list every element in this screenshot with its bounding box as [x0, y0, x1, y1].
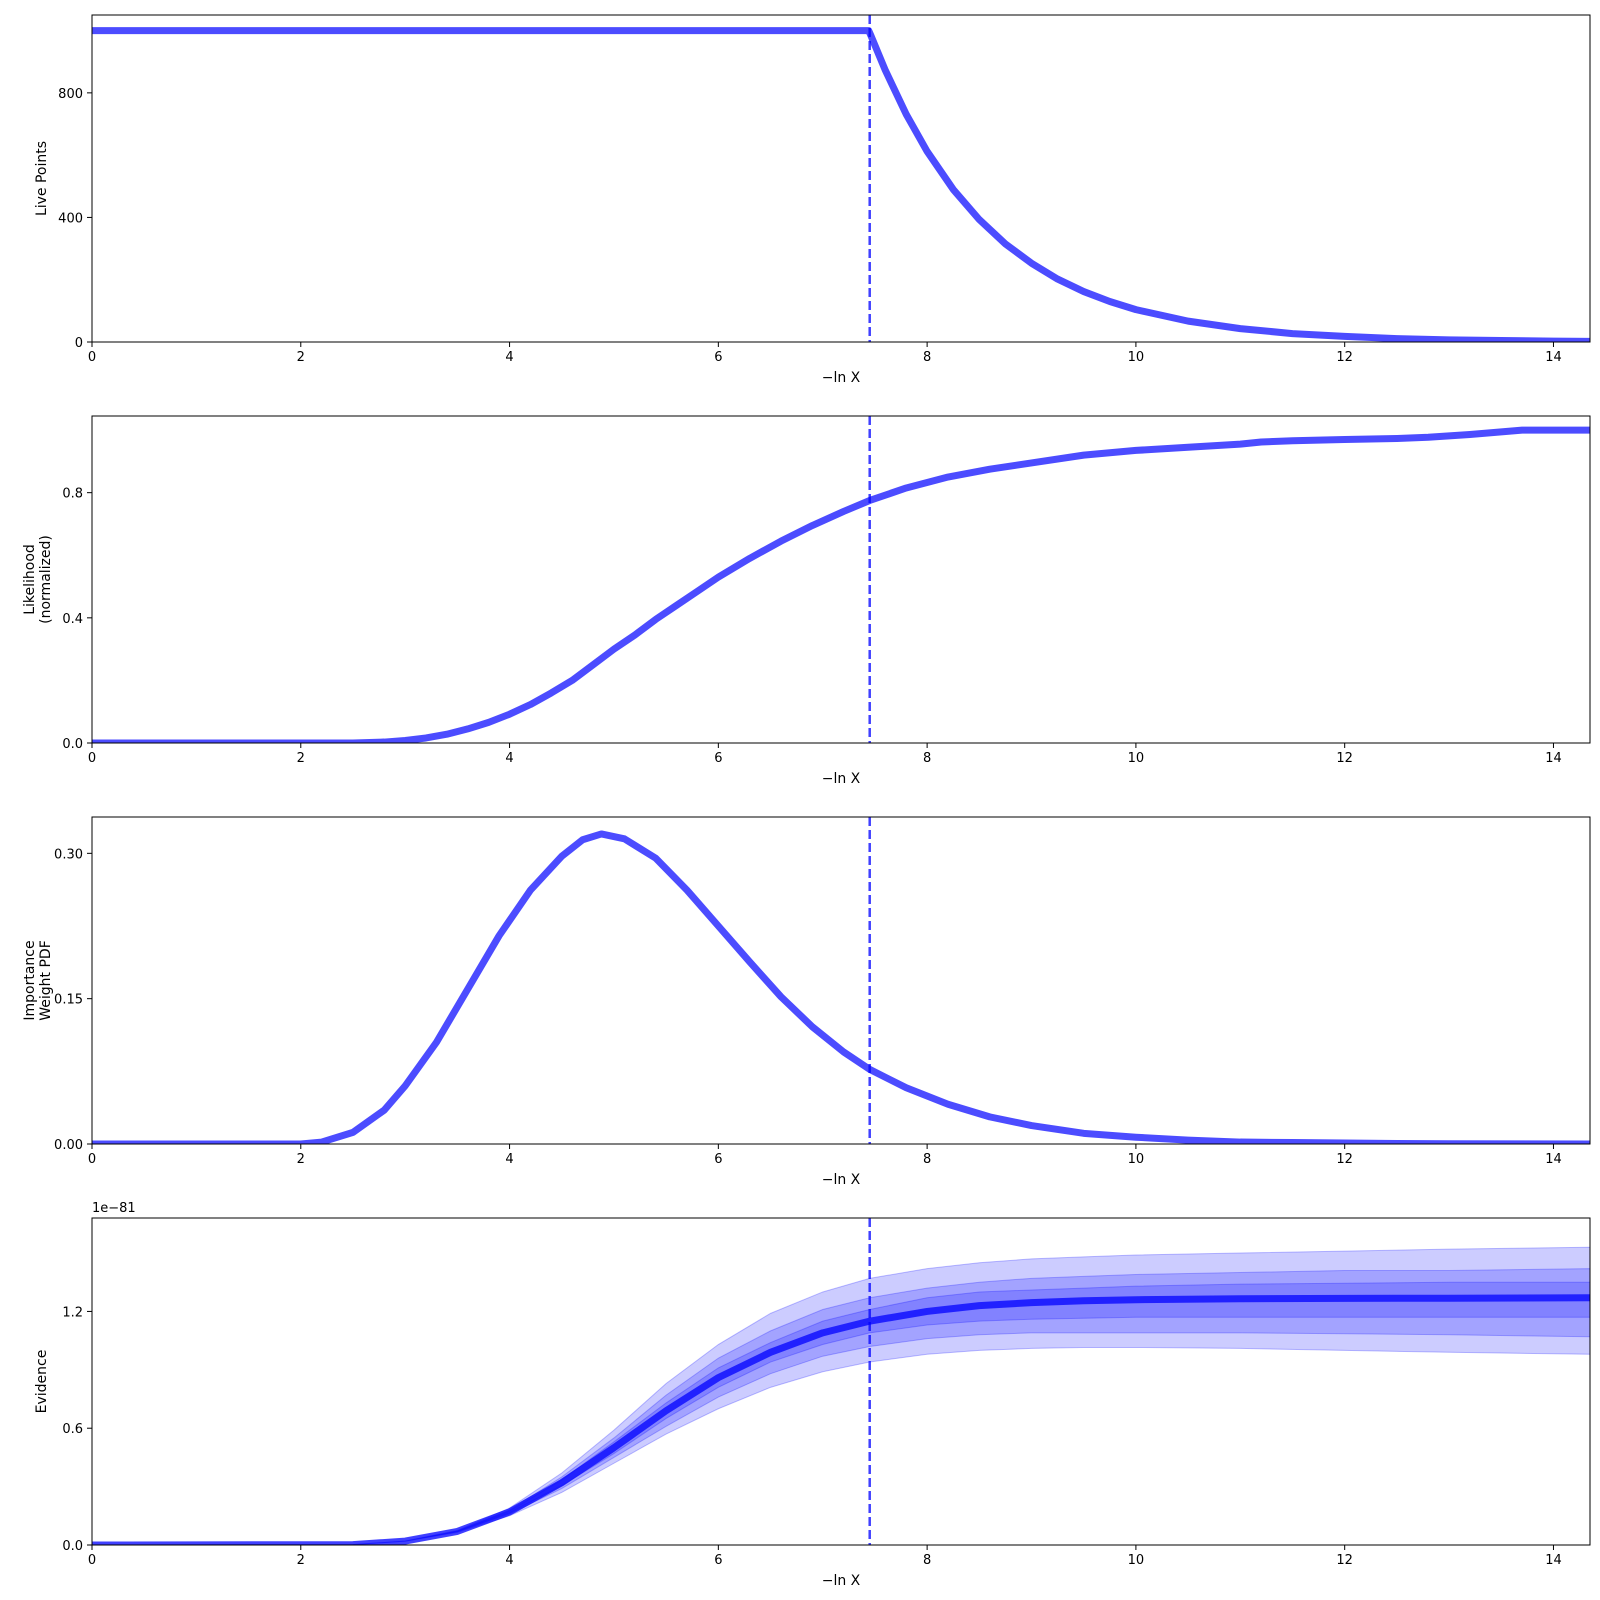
x-tick-label: 14	[1545, 350, 1562, 365]
panel-1: 0 2 4 6 8 10 12 14 0 400 800 −ln X Live Points	[34, 14, 1591, 386]
y-tick-label: 0.0	[62, 1539, 83, 1554]
x-tick-label: 12	[1336, 1553, 1353, 1568]
x-tick-label: 10	[1128, 751, 1145, 766]
x-tick-label: 6	[714, 1152, 722, 1167]
y-tick-label: 0.0	[62, 737, 83, 752]
x-tick-label: 14	[1545, 751, 1562, 766]
x-tick-label: 10	[1128, 1553, 1145, 1568]
x-tick-label: 8	[923, 751, 931, 766]
panel-3: 0 2 4 6 8 10 12 14 0.00 0.15 0.30 −ln X ImportanceWe…	[22, 816, 1591, 1188]
x-tick-label: 8	[923, 350, 931, 365]
axes-frame	[91, 816, 1591, 1145]
x-tick-label: 4	[505, 1553, 513, 1568]
x-tick-label: 6	[714, 751, 722, 766]
x-tick-label: 0	[88, 751, 96, 766]
x-tick-label: 6	[714, 350, 722, 365]
x-tick-label: 0	[88, 1553, 96, 1568]
x-tick-label: 2	[297, 350, 305, 365]
x-tick-label: 10	[1128, 1152, 1145, 1167]
y-tick-label: 0.00	[54, 1138, 83, 1153]
plot-area	[92, 27, 1590, 342]
panel-4: 0 2 4 6 8 10 12 14 0.0 0.6 1.2 −ln X Evidence 1e−81	[34, 1201, 1591, 1589]
x-tick-label: 12	[1336, 1152, 1353, 1167]
y-tick-label: 0.4	[62, 612, 83, 627]
y-tick-label: 0.8	[62, 487, 83, 502]
axes-frame	[91, 14, 1591, 343]
axis-offset-text: 1e−81	[92, 1201, 136, 1216]
y-tick-label: 0.6	[62, 1422, 83, 1437]
plot-area	[92, 1246, 1590, 1545]
y-tick-label: 800	[58, 87, 83, 102]
plot-area	[92, 426, 1590, 743]
y-axis-label: Live Points	[34, 141, 50, 216]
x-tick-label: 2	[297, 751, 305, 766]
y-tick-label: 0.15	[54, 993, 83, 1008]
series-line-1	[92, 426, 1590, 743]
series-line-1	[92, 830, 1590, 1144]
x-tick-label: 8	[923, 1152, 931, 1167]
x-tick-label: 2	[297, 1152, 305, 1167]
series-line-1	[92, 27, 1590, 342]
x-tick-label: 4	[505, 1152, 513, 1167]
x-tick-label: 6	[714, 1553, 722, 1568]
y-tick-label: 0	[75, 336, 83, 351]
x-tick-label: 4	[505, 751, 513, 766]
x-axis-label: −ln X	[822, 1573, 861, 1589]
x-tick-label: 8	[923, 1553, 931, 1568]
x-tick-label: 14	[1545, 1152, 1562, 1167]
y-axis-label: Likelihood(normalized)	[22, 535, 54, 624]
x-tick-label: 10	[1128, 350, 1145, 365]
x-tick-label: 2	[297, 1553, 305, 1568]
x-tick-label: 12	[1336, 751, 1353, 766]
plot-area	[92, 830, 1590, 1144]
x-axis-label: −ln X	[822, 771, 861, 787]
panel-2: 0 2 4 6 8 10 12 14 0.0 0.4 0.8 −ln X Likelihood(norm…	[22, 415, 1591, 787]
band-1-sigma	[92, 1281, 1590, 1545]
x-axis-label: −ln X	[822, 370, 861, 386]
y-tick-label: 0.30	[54, 847, 83, 862]
band-3-sigma	[92, 1246, 1590, 1545]
x-tick-label: 12	[1336, 350, 1353, 365]
series-line-1	[92, 1294, 1590, 1545]
x-axis-label: −ln X	[822, 1172, 861, 1188]
x-tick-label: 14	[1545, 1553, 1562, 1568]
x-tick-label: 0	[88, 1152, 96, 1167]
y-tick-label: 1.2	[62, 1305, 83, 1320]
axes-frame	[91, 1217, 1591, 1546]
x-tick-label: 0	[88, 350, 96, 365]
y-axis-label: Evidence	[34, 1350, 50, 1414]
axes-frame	[91, 415, 1591, 744]
y-axis-label: ImportanceWeight PDF	[22, 940, 54, 1021]
y-tick-label: 400	[58, 211, 83, 226]
x-tick-label: 4	[505, 350, 513, 365]
